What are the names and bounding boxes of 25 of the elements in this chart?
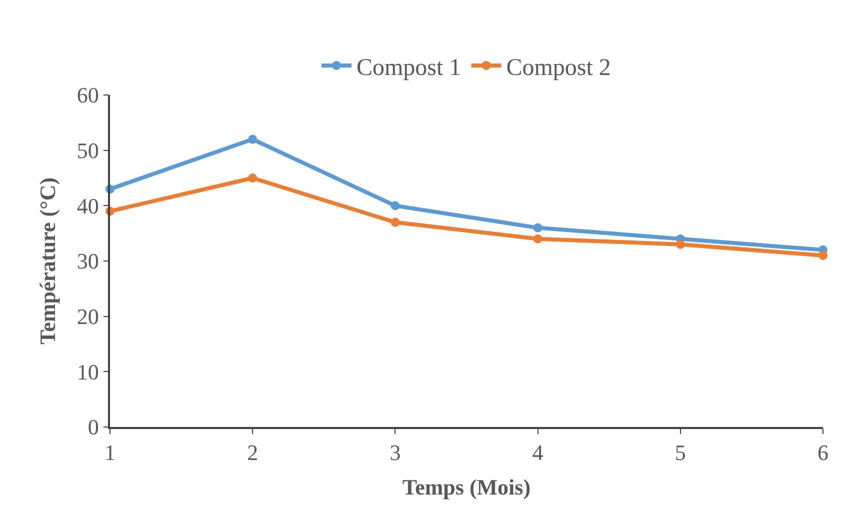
x-tick-label: 2	[247, 440, 258, 466]
point	[818, 250, 828, 260]
point	[248, 134, 258, 144]
x-tick-label: 1	[104, 440, 116, 466]
y-tick-label: 0	[88, 414, 99, 440]
legend-label: Compost 1	[356, 54, 462, 81]
y-tick-label: 30	[76, 248, 99, 274]
x-tick-label: 6	[818, 440, 828, 466]
y-tick-label: 60	[76, 82, 99, 108]
y-tick-label: 50	[76, 138, 99, 164]
point	[390, 201, 400, 210]
point	[248, 174, 258, 182]
x-axis-title: Temps (Mois)	[402, 474, 531, 500]
y-tick-label: 40	[76, 193, 99, 218]
point	[676, 240, 685, 249]
point	[533, 234, 542, 244]
point	[533, 223, 542, 232]
legend-label: Compost 2	[506, 54, 611, 81]
y-tick-label: 10	[76, 359, 99, 384]
y-axis-title: Température (°C)	[35, 177, 60, 345]
point	[390, 218, 400, 227]
x-tick-label: 4	[532, 440, 544, 466]
x-tick-label: 3	[390, 440, 401, 466]
y-tick-label: 20	[76, 304, 99, 330]
x-tick-label: 5	[674, 440, 686, 466]
